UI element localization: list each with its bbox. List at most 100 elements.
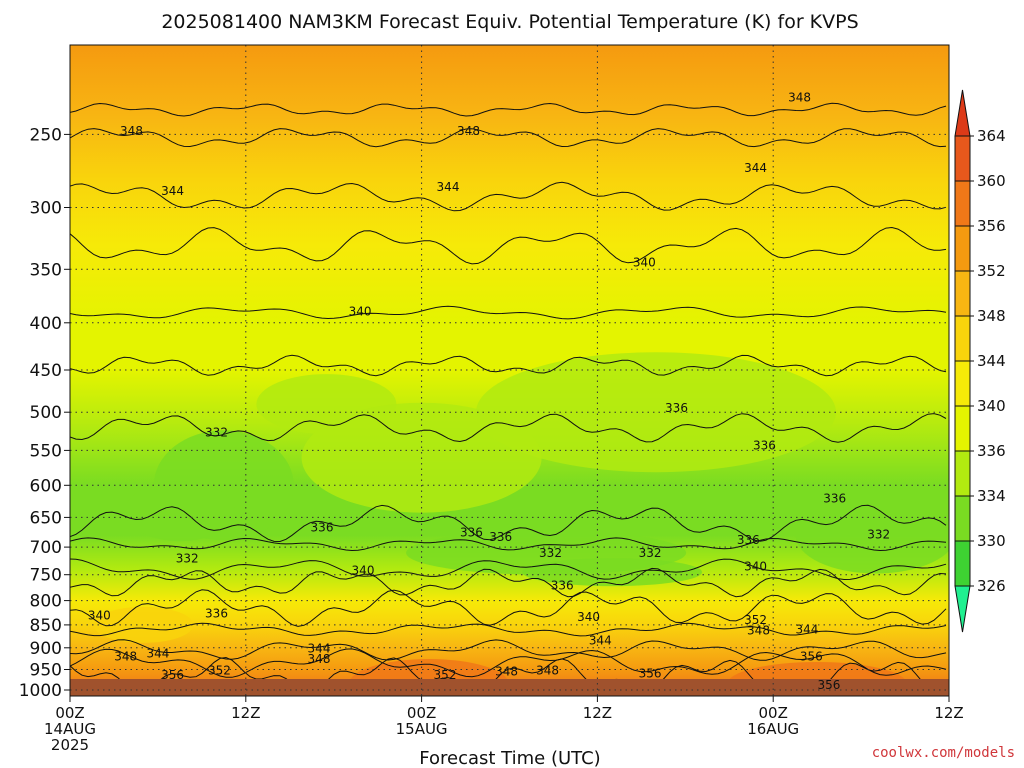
contour-label: 348: [536, 663, 559, 677]
contour-label: 344: [437, 180, 460, 194]
colorbar-segment: [954, 270, 971, 317]
theta-e-region: [124, 481, 235, 542]
y-tick-label: 500: [30, 403, 62, 423]
colorbar-tick-label: 334: [977, 487, 1006, 505]
contour-label: 356: [817, 678, 840, 692]
contour-line: [70, 567, 947, 598]
contour-label: 356: [161, 668, 184, 682]
contour-line: [70, 102, 947, 117]
y-tick-label: 300: [30, 199, 62, 219]
colorbar-tick-label: 348: [977, 307, 1006, 325]
colorbar-top-arrow: [954, 89, 971, 137]
contour-label: 344: [589, 634, 612, 648]
y-tick-label: 850: [30, 616, 62, 636]
y-tick-label: 600: [30, 476, 62, 496]
contour-label: 352: [434, 668, 457, 682]
x-tick-label: 15AUG: [396, 720, 448, 738]
y-tick-label: 400: [30, 314, 62, 334]
colorbar-tick-label: 330: [977, 532, 1006, 550]
colorbar-tick-label: 356: [977, 217, 1006, 235]
contour-lines: [70, 102, 947, 695]
contour-label: 348: [747, 624, 770, 638]
contour-line: [70, 181, 947, 212]
colorbar-tick-label: 326: [977, 577, 1006, 595]
contour-label: 340: [349, 305, 372, 319]
contour-label: 340: [88, 608, 111, 622]
contour-label: 336: [753, 438, 776, 452]
contour-label: 336: [737, 533, 760, 547]
contour-label: 340: [744, 560, 767, 574]
colorbar-segment: [954, 135, 971, 182]
contour-label: 336: [823, 491, 846, 505]
credit-text: coolwx.com/models: [872, 745, 1015, 761]
contour-label: 336: [665, 401, 688, 415]
colorbar-tick-label: 360: [977, 172, 1006, 190]
y-tick-label: 650: [30, 508, 62, 528]
contour-line: [70, 226, 947, 265]
contour-line: [70, 589, 947, 627]
colorbar-segment: [954, 405, 971, 452]
colorbar-segment: [954, 360, 971, 407]
contour-label: 332: [867, 527, 890, 541]
contour-label: 344: [308, 642, 331, 656]
contour-line: [70, 354, 947, 377]
colorbar-segment: [954, 225, 971, 272]
contour-label: 340: [577, 610, 600, 624]
contour-label: 348: [120, 124, 143, 138]
y-tick-label: 450: [30, 361, 62, 381]
theta-e-region: [476, 352, 836, 473]
colorbar-tick-label: 352: [977, 262, 1006, 280]
x-tick-label: 12Z: [934, 704, 963, 722]
contour-label: 336: [311, 521, 334, 535]
contour-label: 344: [744, 161, 767, 175]
x-tick-label: 14AUG: [44, 720, 96, 738]
contour-line: [70, 648, 947, 678]
contour-label: 356: [639, 667, 662, 681]
colorbar-segment: [954, 540, 971, 587]
y-tick-label: 750: [30, 566, 62, 586]
contour-line: [70, 128, 947, 148]
x-tick-label: 12Z: [583, 704, 612, 722]
theta-e-region: [795, 497, 949, 574]
colorbar-tick-label: 344: [977, 352, 1006, 370]
ground-surface: [70, 679, 949, 696]
colorbar-segment: [954, 315, 971, 362]
contour-label: 344: [795, 623, 818, 637]
contour-label: 336: [551, 578, 574, 592]
colorbar-bottom-arrow: [954, 585, 971, 633]
contour-label: 336: [489, 530, 512, 544]
contour-label: 348: [114, 650, 137, 664]
gridlines: [70, 45, 949, 696]
theta-e-region: [522, 558, 703, 587]
contour-line: [70, 413, 947, 443]
chart-title: 2025081400 NAM3KM Forecast Equiv. Potent…: [161, 11, 858, 33]
x-tick-label: 00Z: [759, 704, 788, 722]
x-tick-label: 2025: [51, 736, 89, 754]
contour-label: 352: [208, 664, 231, 678]
contour-label: 332: [539, 546, 562, 560]
contour-label: 332: [205, 426, 228, 440]
contour-label: 352: [744, 613, 767, 627]
contour-label: 348: [457, 124, 480, 138]
y-tick-label: 350: [30, 260, 62, 280]
theta-e-region: [93, 606, 194, 643]
x-tick-label: 12Z: [231, 704, 260, 722]
contour-label: 336: [205, 606, 228, 620]
contour-label: 340: [633, 255, 656, 269]
colorbar-segment: [954, 180, 971, 227]
y-tick-label: 800: [30, 592, 62, 612]
contour-line: [70, 305, 947, 320]
contour-label: 348: [788, 91, 811, 105]
y-tick-label: 900: [30, 639, 62, 659]
x-tick-label: 00Z: [55, 704, 84, 722]
x-axis-label: Forecast Time (UTC): [419, 748, 600, 768]
contour-label: 332: [639, 546, 662, 560]
contour-label: 348: [308, 652, 331, 666]
y-axis-ticks: 250 300 350 400 450 500 550 600 650 700 750 800 850 9…: [19, 125, 70, 701]
contour-label: 348: [495, 665, 518, 679]
y-tick-label: 1000: [19, 681, 62, 701]
colorbar-segment: [954, 450, 971, 497]
